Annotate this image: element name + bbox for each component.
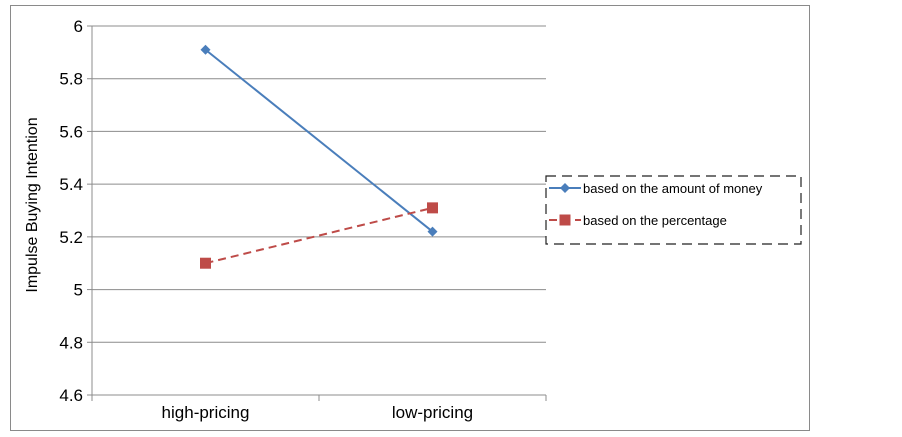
legend-box <box>545 175 802 245</box>
axes <box>87 25 547 401</box>
x-tick-label: low-pricing <box>392 403 473 422</box>
data-point <box>200 257 211 269</box>
y-tick-label: 5 <box>74 281 83 300</box>
series-line <box>204 48 434 233</box>
series-2 <box>200 202 438 269</box>
series-group <box>200 44 438 269</box>
data-point <box>200 44 211 55</box>
x-tick-label: high-pricing <box>162 403 250 422</box>
data-point <box>427 226 438 237</box>
legend: based on the amount of money based on the… <box>545 175 802 245</box>
legend-marker <box>559 214 571 226</box>
y-axis-label: Impulse Buying Intention <box>24 117 41 292</box>
y-tick-label: 4.8 <box>59 333 83 352</box>
y-tick-label: 4.6 <box>59 386 83 405</box>
y-tick-label: 5.4 <box>59 175 83 194</box>
legend-marker <box>560 183 570 193</box>
legend-label: based on the amount of money <box>583 181 763 196</box>
data-point <box>427 202 438 214</box>
y-tick-label: 5.6 <box>59 122 83 141</box>
y-tick-labels: 4.6 4.8 5 5.2 5.4 5.6 5.8 6 <box>59 17 83 405</box>
x-tick-labels: high-pricing low-pricing <box>162 403 474 422</box>
y-tick-label: 5.2 <box>59 228 83 247</box>
y-tick-label: 6 <box>74 17 83 36</box>
series-line <box>205 206 433 265</box>
legend-label: based on the percentage <box>583 213 727 228</box>
gridlines <box>92 25 546 343</box>
series-1 <box>200 44 438 237</box>
y-tick-label: 5.8 <box>59 70 83 89</box>
legend-entry: based on the amount of money <box>549 181 763 196</box>
legend-entry: based on the percentage <box>549 213 727 228</box>
